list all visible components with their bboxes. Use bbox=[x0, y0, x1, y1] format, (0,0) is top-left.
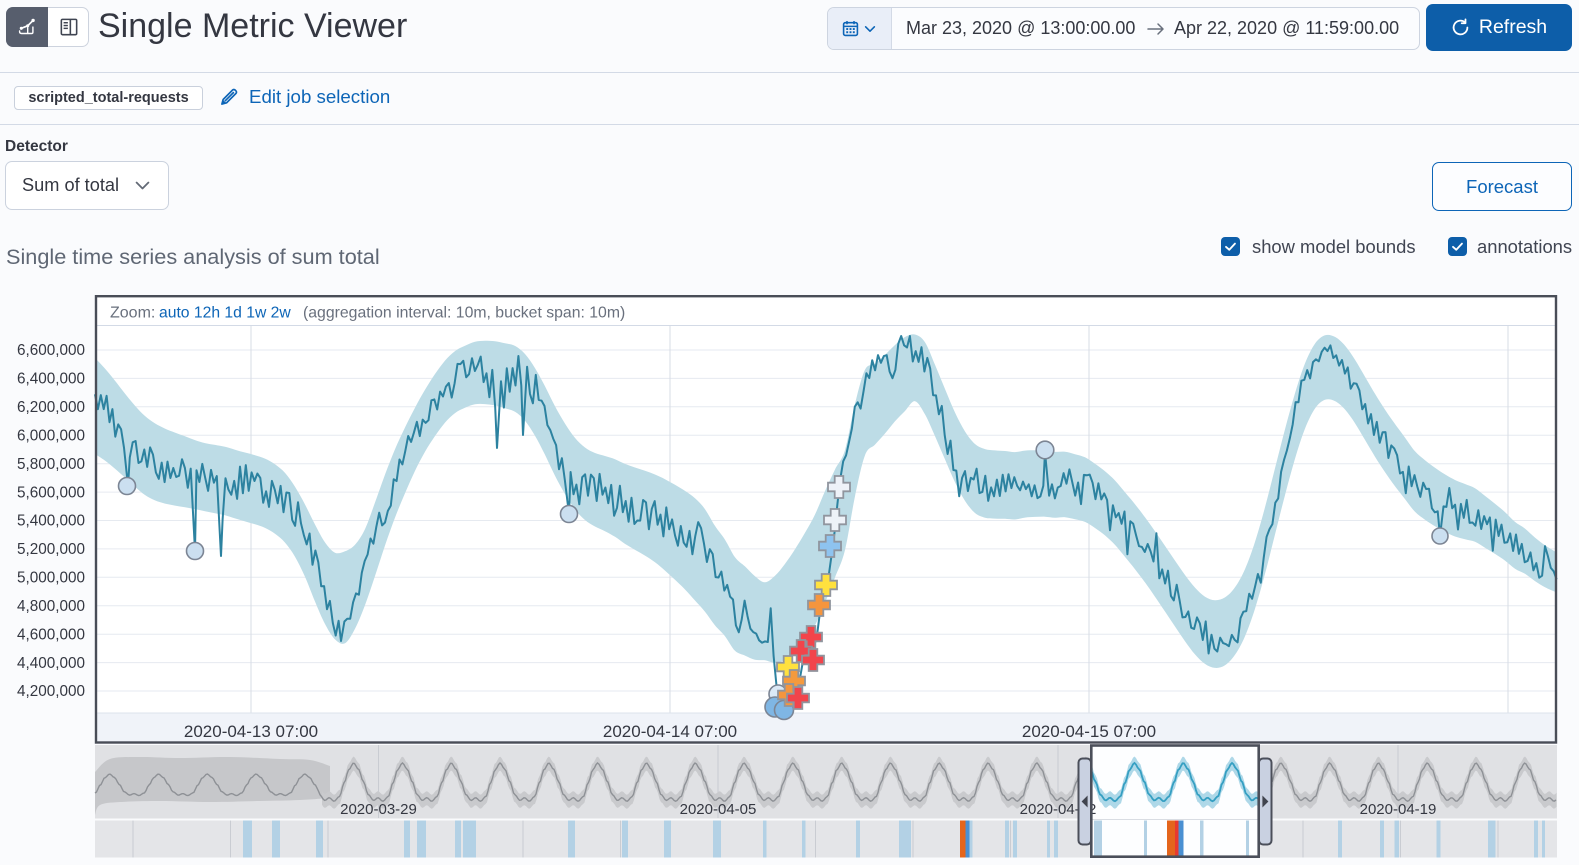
svg-text:4,800,000: 4,800,000 bbox=[17, 598, 85, 615]
svg-text:4,400,000: 4,400,000 bbox=[17, 655, 85, 672]
svg-text:4,200,000: 4,200,000 bbox=[17, 683, 85, 700]
svg-text:5,600,000: 5,600,000 bbox=[17, 484, 85, 501]
svg-text:2020-03-29: 2020-03-29 bbox=[340, 801, 417, 818]
svg-text:5,000,000: 5,000,000 bbox=[17, 570, 85, 587]
svg-text:4,600,000: 4,600,000 bbox=[17, 626, 85, 643]
svg-text:6,000,000: 6,000,000 bbox=[17, 428, 85, 445]
svg-text:2020-04-12: 2020-04-12 bbox=[1020, 801, 1097, 818]
svg-text:5,800,000: 5,800,000 bbox=[17, 456, 85, 473]
svg-text:auto 12h 1d 1w 2w: auto 12h 1d 1w 2w bbox=[159, 305, 291, 322]
svg-text:6,600,000: 6,600,000 bbox=[17, 342, 85, 359]
svg-text:2020-04-14 07:00: 2020-04-14 07:00 bbox=[603, 722, 737, 741]
svg-text:2020-04-05: 2020-04-05 bbox=[680, 801, 757, 818]
svg-text:2020-04-19: 2020-04-19 bbox=[1360, 801, 1437, 818]
svg-text:Zoom:: Zoom: bbox=[110, 305, 155, 322]
svg-text:6,200,000: 6,200,000 bbox=[17, 399, 85, 416]
svg-text:6,400,000: 6,400,000 bbox=[17, 371, 85, 388]
svg-text:5,400,000: 5,400,000 bbox=[17, 513, 85, 530]
svg-text:2020-04-13 07:00: 2020-04-13 07:00 bbox=[184, 722, 318, 741]
svg-text:(aggregation interval: 10m, bu: (aggregation interval: 10m, bucket span:… bbox=[303, 305, 625, 322]
svg-text:5,200,000: 5,200,000 bbox=[17, 541, 85, 558]
svg-text:2020-04-15 07:00: 2020-04-15 07:00 bbox=[1022, 722, 1156, 741]
